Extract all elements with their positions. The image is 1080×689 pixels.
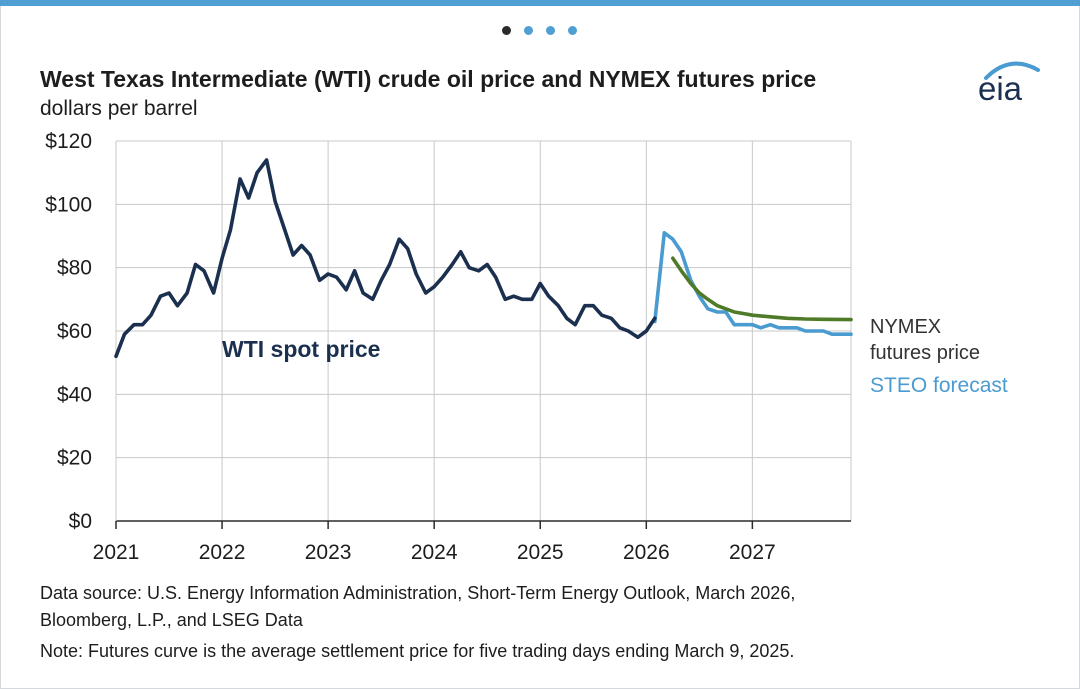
y-tick-label-20: $20 — [57, 447, 92, 470]
x-tick-label-2023: 2023 — [305, 541, 352, 564]
label-nymex-line-2: futures price — [870, 342, 980, 364]
series-lines — [114, 158, 853, 359]
top-accent-bar — [0, 0, 1080, 6]
y-tick-label-40: $40 — [57, 383, 92, 406]
chart-title: West Texas Intermediate (WTI) crude oil … — [40, 66, 817, 92]
label-steo-forecast: STEO forecast — [870, 374, 1008, 397]
carousel-dot-1[interactable] — [502, 26, 511, 35]
x-tick-label-2021: 2021 — [93, 541, 140, 564]
data-source-line-2: Bloomberg, L.P., and LSEG Data — [40, 610, 303, 630]
series-line-wti-spot-price — [114, 158, 657, 359]
footnote: Note: Futures curve is the average settl… — [40, 641, 795, 661]
y-tick-label-80: $80 — [57, 257, 92, 280]
x-tick-label-2026: 2026 — [623, 541, 670, 564]
carousel-dot-3[interactable] — [546, 26, 555, 35]
x-axis-ticks: 2021 2022 2023 2024 2025 2026 2027 — [93, 521, 776, 564]
series-labels: WTI spot price NYMEX futures price STEO for… — [222, 316, 1008, 397]
chart-subtitle: dollars per barrel — [40, 97, 198, 120]
x-tick-label-2022: 2022 — [199, 541, 246, 564]
y-tick-label-60: $60 — [57, 320, 92, 343]
y-tick-label-100: $100 — [45, 193, 92, 216]
carousel-dot-4[interactable] — [568, 26, 577, 35]
eia-logo-swoosh — [984, 61, 1040, 80]
eia-logo-text: eia — [978, 70, 1023, 106]
x-tick-label-2024: 2024 — [411, 541, 458, 564]
eia-logo: eia — [978, 61, 1040, 106]
series-line-nymex-futures-price — [671, 256, 853, 322]
y-tick-label-0: $0 — [69, 510, 92, 533]
label-nymex-line-1: NYMEX — [870, 316, 941, 338]
data-source-line-1: Data source: U.S. Energy Information Adm… — [40, 583, 796, 603]
series-line-steo-forecast — [653, 231, 853, 336]
y-axis-ticks: $0 $20 $40 $60 $80 $100 $120 — [45, 130, 92, 533]
y-tick-label-120: $120 — [45, 130, 92, 153]
label-wti-spot-price: WTI spot price — [222, 336, 380, 362]
carousel-dot-2[interactable] — [524, 26, 533, 35]
grid-lines — [115, 140, 852, 522]
x-tick-label-2025: 2025 — [517, 541, 564, 564]
x-tick-label-2027: 2027 — [729, 541, 776, 564]
